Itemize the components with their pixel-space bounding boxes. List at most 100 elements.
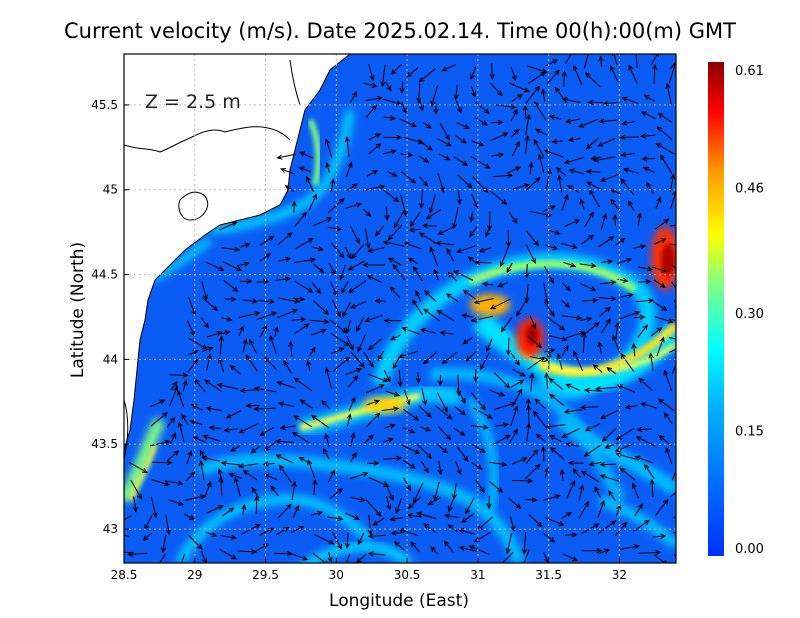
velocity-arrow bbox=[578, 500, 590, 519]
velocity-arrow bbox=[602, 100, 619, 107]
velocity-arrow bbox=[132, 496, 138, 513]
velocity-arrow bbox=[631, 342, 637, 357]
velocity-arrow bbox=[387, 257, 402, 266]
velocity-arrow bbox=[438, 153, 451, 161]
velocity-arrow bbox=[655, 498, 669, 516]
velocity-arrow bbox=[475, 479, 485, 493]
velocity-arrow bbox=[528, 161, 534, 175]
velocity-arrow bbox=[389, 516, 404, 522]
velocity-arrow bbox=[159, 553, 167, 563]
velocity-arrow bbox=[427, 497, 441, 506]
velocity-arrow bbox=[325, 161, 331, 173]
velocity-arrow bbox=[510, 128, 520, 138]
velocity-arrow bbox=[364, 434, 375, 444]
velocity-arrow bbox=[254, 495, 260, 514]
velocity-arrow bbox=[643, 94, 655, 102]
velocity-arrow bbox=[415, 290, 422, 302]
velocity-arrow bbox=[402, 459, 416, 469]
velocity-arrow bbox=[188, 337, 208, 350]
velocity-arrow bbox=[578, 484, 585, 501]
velocity-arrow bbox=[160, 534, 167, 554]
velocity-arrow bbox=[374, 225, 385, 237]
velocity-arrow bbox=[581, 548, 603, 554]
velocity-arrow bbox=[367, 460, 380, 466]
velocity-arrow bbox=[327, 469, 336, 483]
velocity-arrow bbox=[150, 439, 171, 447]
velocity-arrow bbox=[655, 142, 675, 155]
velocity-arrow bbox=[345, 554, 351, 563]
velocity-arrow bbox=[633, 244, 647, 250]
velocity-arrow bbox=[428, 194, 436, 214]
velocity-arrow bbox=[489, 461, 508, 467]
velocity-arrow bbox=[368, 133, 382, 141]
velocity-arrow bbox=[549, 393, 565, 407]
velocity-arrow bbox=[563, 156, 585, 165]
velocity-arrow bbox=[637, 279, 652, 285]
velocity-arrow bbox=[312, 478, 318, 496]
velocity-arrow bbox=[229, 445, 240, 452]
velocity-arrow bbox=[423, 351, 438, 365]
velocity-arrow bbox=[384, 481, 394, 501]
velocity-arrow bbox=[276, 153, 296, 160]
velocity-arrow bbox=[291, 431, 310, 444]
velocity-arrow bbox=[250, 445, 261, 454]
velocity-arrow bbox=[524, 134, 530, 154]
velocity-arrow bbox=[422, 223, 437, 229]
velocity-arrow bbox=[656, 336, 665, 357]
velocity-arrow bbox=[312, 263, 325, 274]
velocity-arrow bbox=[259, 253, 271, 262]
velocity-arrow bbox=[236, 261, 250, 267]
velocity-arrow bbox=[344, 246, 352, 260]
velocity-arrow bbox=[508, 428, 518, 445]
velocity-arrow bbox=[417, 139, 433, 151]
velocity-arrow bbox=[181, 413, 189, 425]
velocity-arrow bbox=[312, 300, 330, 316]
velocity-arrow bbox=[383, 318, 402, 324]
velocity-arrow bbox=[642, 166, 655, 173]
velocity-arrow bbox=[462, 336, 473, 345]
velocity-arrow bbox=[253, 406, 277, 412]
velocity-arrow bbox=[365, 384, 385, 394]
velocity-arrow bbox=[612, 213, 618, 226]
velocity-arrow bbox=[453, 270, 474, 281]
velocity-arrow bbox=[510, 108, 518, 122]
velocity-arrow bbox=[598, 236, 615, 248]
velocity-arrow bbox=[549, 447, 565, 460]
plot-area: Z = 2.5 m bbox=[124, 54, 676, 563]
velocity-arrow bbox=[374, 298, 386, 304]
velocity-arrow bbox=[277, 503, 292, 519]
velocity-arrow bbox=[299, 399, 313, 409]
velocity-arrow bbox=[149, 399, 166, 408]
velocity-arrow bbox=[385, 81, 392, 92]
velocity-arrow bbox=[393, 541, 405, 551]
velocity-arrow bbox=[592, 364, 603, 373]
velocity-arrow bbox=[327, 226, 343, 232]
velocity-arrow bbox=[433, 268, 440, 281]
velocity-arrow bbox=[521, 531, 528, 555]
velocity-arrow bbox=[277, 232, 293, 245]
velocity-arrow bbox=[579, 198, 585, 210]
velocity-arrow bbox=[415, 511, 437, 520]
velocity-arrow bbox=[590, 155, 602, 161]
velocity-arrow bbox=[470, 86, 477, 98]
velocity-arrow bbox=[599, 474, 620, 482]
velocity-arrow bbox=[579, 404, 599, 411]
velocity-arrow bbox=[294, 323, 310, 335]
velocity-arrow bbox=[663, 369, 673, 392]
velocity-arrow bbox=[564, 532, 578, 538]
velocity-arrow bbox=[584, 72, 601, 88]
velocity-arrow bbox=[186, 450, 193, 465]
velocity-arrow bbox=[635, 54, 638, 68]
velocity-arrow bbox=[581, 297, 599, 304]
velocity-arrow bbox=[473, 369, 479, 383]
velocity-arrow bbox=[545, 59, 559, 67]
velocity-arrow bbox=[481, 281, 494, 287]
colorbar-labels: 0.61 0.46 0.30 0.15 0.00 bbox=[735, 64, 764, 557]
velocity-arrow bbox=[494, 104, 517, 110]
velocity-arrow bbox=[456, 122, 470, 129]
velocity-arrow bbox=[648, 352, 654, 372]
velocity-arrow bbox=[635, 436, 656, 447]
velocity-arrow bbox=[436, 443, 449, 454]
velocity-arrow bbox=[620, 178, 635, 195]
velocity-arrow bbox=[433, 481, 440, 502]
